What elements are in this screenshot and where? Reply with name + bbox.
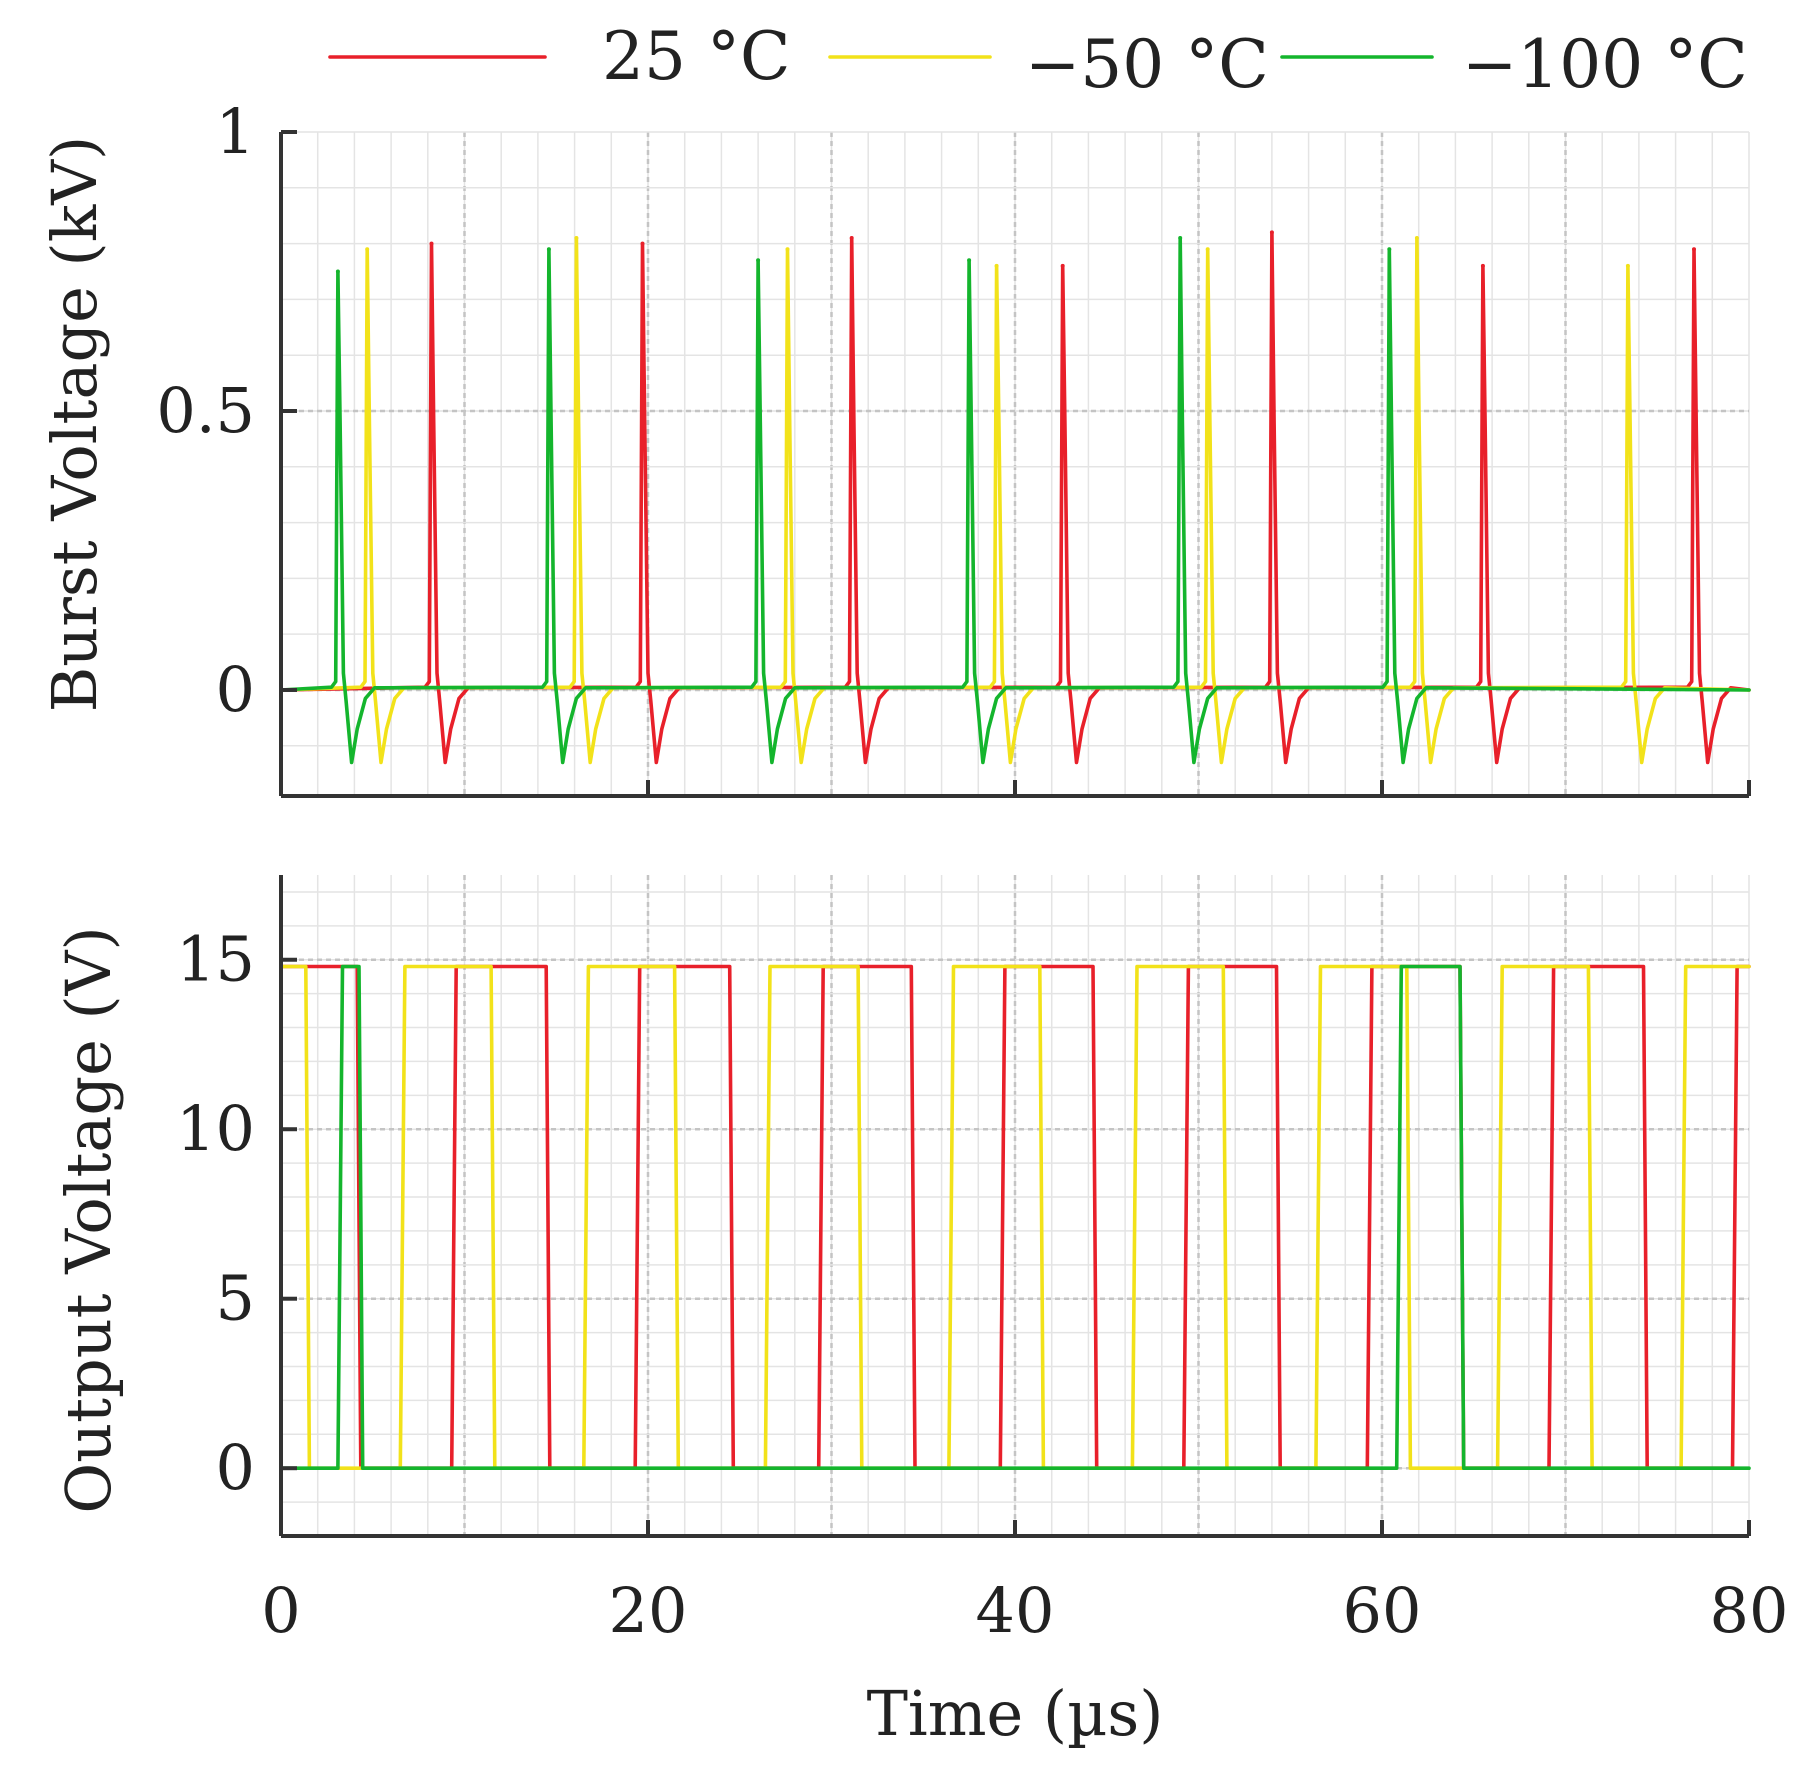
burst-peak-minus50c-2 [574, 236, 579, 240]
burst-voltage-panel: 00.51 Burst Voltage (kV) [38, 95, 1751, 798]
legend-label-minus50c: −50 °C [1025, 26, 1269, 103]
output-xtick-label: 60 [1343, 1574, 1422, 1647]
burst-peak-minus50c-7 [1625, 263, 1630, 268]
output-xtick-label: 20 [609, 1574, 688, 1647]
x-axis-title: Time (µs) [867, 1677, 1164, 1750]
output-ytick-label: 10 [176, 1092, 255, 1165]
burst-peak-minus50c-4 [994, 263, 999, 268]
burst-peak-minus100c-2 [546, 247, 551, 252]
burst-grid [280, 131, 1750, 796]
burst-ytick-label: 1 [216, 95, 255, 168]
output-xtick-label: 0 [261, 1574, 300, 1647]
burst-peak-25c-6 [1480, 263, 1485, 268]
output-xtick-label: 40 [976, 1574, 1055, 1647]
burst-peak-minus100c-1 [335, 269, 340, 274]
output-axes [279, 875, 1751, 1538]
burst-peak-minus100c-6 [1387, 247, 1392, 252]
burst-peak-minus100c-4 [967, 258, 972, 263]
legend-label-25c: 25 °C [602, 18, 790, 95]
legend-label-minus100c: −100 °C [1462, 26, 1748, 103]
burst-peak-minus100c-3 [756, 258, 761, 263]
output-y-axis-title: Output Voltage (V) [52, 926, 125, 1513]
burst-peak-minus50c-5 [1205, 247, 1210, 252]
output-trace-minus50c [279, 964, 1751, 1470]
output-ytick-labels: 0 5 10 15 [176, 923, 255, 1504]
burst-y-axis-title: Burst Voltage (kV) [38, 136, 111, 713]
burst-peak-25c-3 [849, 236, 854, 240]
burst-peak-25c-1 [429, 241, 434, 246]
legend: 25 °C −50 °C −100 °C [328, 18, 1748, 103]
output-trace-minus100c [279, 964, 1751, 1470]
output-grid [280, 875, 1750, 1537]
output-ytick-label: 5 [216, 1262, 255, 1335]
burst-peak-minus50c-3 [785, 247, 790, 252]
burst-trace-minus50c [279, 236, 1751, 765]
burst-traces [279, 230, 1751, 765]
output-ytick-label: 0 [216, 1431, 255, 1504]
burst-peak-25c-4 [1060, 263, 1065, 268]
output-xtick-labels: 0 20 40 60 80 [261, 1574, 1788, 1647]
burst-ytick-label: 0.5 [156, 374, 255, 447]
burst-ytick-labels: 00.51 [156, 95, 255, 726]
burst-peak-minus50c-1 [365, 247, 370, 252]
burst-peak-minus50c-6 [1414, 236, 1419, 240]
burst-trace-minus100c [279, 236, 1751, 765]
burst-peak-25c-2 [640, 241, 645, 246]
output-trace-25c [279, 964, 1751, 1470]
burst-peak-25c-5 [1269, 230, 1274, 235]
burst-ytick-label: 0 [216, 653, 255, 726]
burst-peak-25c-7 [1692, 247, 1696, 252]
output-xtick-label: 80 [1710, 1574, 1789, 1647]
output-voltage-panel: 0 5 10 15 0 20 40 60 80 Output Voltage (V) Time… [52, 875, 1788, 1750]
output-ytick-label: 15 [176, 923, 255, 996]
burst-peak-minus100c-5 [1178, 236, 1183, 240]
output-traces [279, 964, 1751, 1470]
burst-axes [279, 130, 1751, 798]
